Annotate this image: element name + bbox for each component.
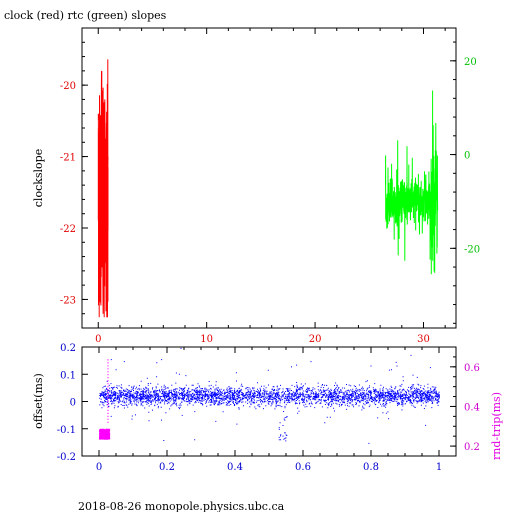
top-y2-tick-label: 20 [464, 57, 477, 68]
green-rtc-series [385, 90, 439, 275]
bottom-panel: 0 0.2 0.4 0.6 0.8 1 0.2 0.1 0 -0.1 -0.2 0.6 0.4 0.2 o… [32, 343, 503, 473]
top-y-axis-label: clockslope [32, 149, 45, 207]
red-clock-series [97, 59, 109, 318]
bottom-x-tick-label: 0.2 [159, 462, 175, 473]
bottom-y2-tick-label: 0.6 [464, 363, 480, 374]
blue-offset-series [99, 347, 440, 444]
top-y-tick-label: -21 [60, 153, 76, 164]
bottom-axes: 0 0.2 0.4 0.6 0.8 1 0.2 0.1 0 -0.1 -0.2 0.6 0.4 0.2 [57, 343, 480, 473]
bottom-y-tick-label: 0.1 [60, 370, 76, 381]
red-clock-line [97, 59, 109, 318]
top-x-tick-label: 30 [417, 334, 430, 345]
bottom-x-tick-label: 1 [436, 462, 442, 473]
magenta-roundtrip-series [99, 359, 111, 440]
bottom-x-tick-label: 0.4 [227, 462, 243, 473]
bottom-y-axis-label: offset(ms) [32, 373, 45, 429]
top-axes: 0 10 20 30 -20 -21 -22 -23 20 0 -20 [60, 27, 480, 345]
top-y-tick-label: -23 [60, 295, 76, 306]
magenta-roundtrip-points [99, 359, 111, 440]
green-rtc-line [385, 90, 439, 275]
bottom-y-tick-label: -0.2 [57, 452, 76, 463]
top-plot-frame [81, 27, 457, 329]
bottom-y2-tick-label: 0.2 [464, 442, 480, 453]
bottom-x-tick-label: 0.6 [295, 462, 311, 473]
top-y2-tick-label: 0 [464, 151, 470, 162]
top-x-tick-label: 0 [95, 334, 101, 345]
bottom-y-tick-label: 0.2 [60, 343, 76, 354]
top-y-tick-label: -20 [60, 81, 76, 92]
top-x-tick-label: 20 [309, 334, 322, 345]
bottom-y-tick-label: 0 [70, 398, 76, 409]
bottom-y2-axis-label: rnd-trip(ms) [490, 392, 503, 460]
top-y2-tick-label: -20 [464, 244, 480, 255]
bottom-x-tick-label: 0.8 [363, 462, 379, 473]
top-y-tick-label: -22 [60, 224, 76, 235]
blue-offset-points [99, 347, 440, 444]
top-panel: 0 10 20 30 -20 -21 -22 -23 20 0 -20 clockslope [32, 27, 480, 345]
top-x-tick-label: 10 [200, 334, 213, 345]
chart-title: clock (red) rtc (green) slopes [4, 9, 167, 22]
bottom-x-tick-label: 0 [96, 462, 102, 473]
footer-caption: 2018-08-26 monopole.physics.ubc.ca [78, 500, 285, 512]
bottom-y-tick-label: -0.1 [57, 425, 76, 436]
bottom-y2-tick-label: 0.4 [464, 402, 480, 413]
